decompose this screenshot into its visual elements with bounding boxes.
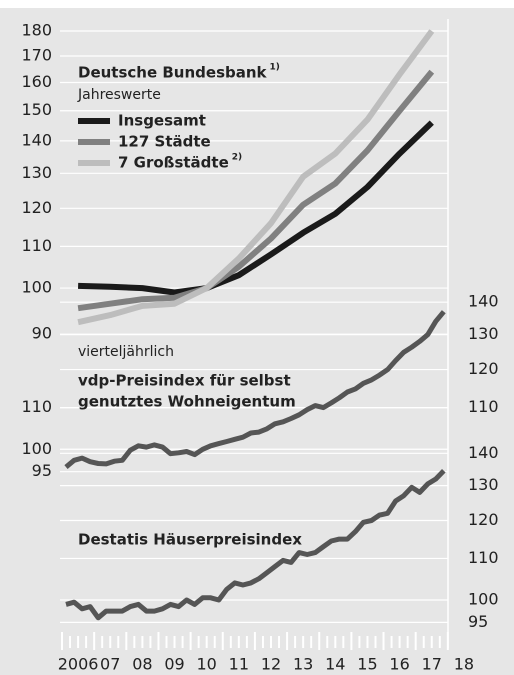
y-tick-label: 110 [468,397,499,416]
y-tick-label: 170 [21,45,52,64]
panel-title: Deutsche Bundesbank [78,64,268,82]
y-tick-label: 160 [21,72,52,91]
panel-subtitle: Jahreswerte [77,87,161,103]
x-tick-label: 14 [325,655,345,674]
series-line [77,69,435,312]
x-tick-label: 09 [164,655,184,674]
y-tick-label: 100 [21,278,52,297]
x-tick-label: 2006 [58,655,99,674]
x-tick-label: 10 [197,655,217,674]
x-tick-label: 13 [293,655,313,674]
panel-title: Destatis Häuserpreisindex [78,531,302,549]
x-tick-label: 12 [261,655,281,674]
y-tick-label: 110 [21,236,52,255]
top-strip [0,0,514,8]
y-tick-label: 110 [21,397,52,416]
y-tick-label: 130 [468,324,499,343]
y-tick-label: 120 [21,198,52,217]
y-tick-label: 140 [468,443,499,462]
legend-note: 2) [232,153,242,163]
x-tick-label: 16 [389,655,409,674]
legend-label: 7 Großstädte [118,154,229,172]
y-tick-label: 140 [21,130,52,149]
y-tick-label: 130 [468,475,499,494]
x-tick-label: 11 [229,655,249,674]
y-tick-label: 130 [21,163,52,182]
series-line [77,29,435,326]
x-tick-label: 18 [454,655,474,674]
panel-subtitle: vierteljährlich [78,344,174,360]
y-tick-label: 110 [468,548,499,567]
y-tick-label: 140 [468,292,499,311]
y-tick-label: 150 [21,100,52,119]
x-tick-label: 15 [357,655,377,674]
y-tick-label: 95 [32,461,52,480]
x-tick-label: 07 [100,655,120,674]
legend-label: 127 Städte [118,133,211,151]
y-tick-label: 95 [468,612,488,631]
title-note: 1) [270,63,280,73]
series-line [64,310,446,470]
y-tick-label: 100 [468,590,499,609]
y-tick-label: 120 [468,510,499,529]
x-tick-label: 08 [132,655,152,674]
y-tick-label: 120 [468,359,499,378]
y-tick-label: 180 [21,20,52,39]
panel-title: genutztes Wohneigentum [78,393,296,411]
x-tick-label: 17 [422,655,442,674]
y-tick-label: 100 [21,439,52,458]
panel-title: vdp-Preisindex für selbst [78,372,291,390]
series-line [78,120,434,296]
legend-label: Insgesamt [118,112,206,130]
series-line [65,469,446,621]
y-tick-label: 90 [32,324,52,343]
